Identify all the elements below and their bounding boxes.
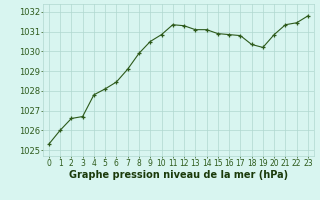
- X-axis label: Graphe pression niveau de la mer (hPa): Graphe pression niveau de la mer (hPa): [69, 170, 288, 180]
